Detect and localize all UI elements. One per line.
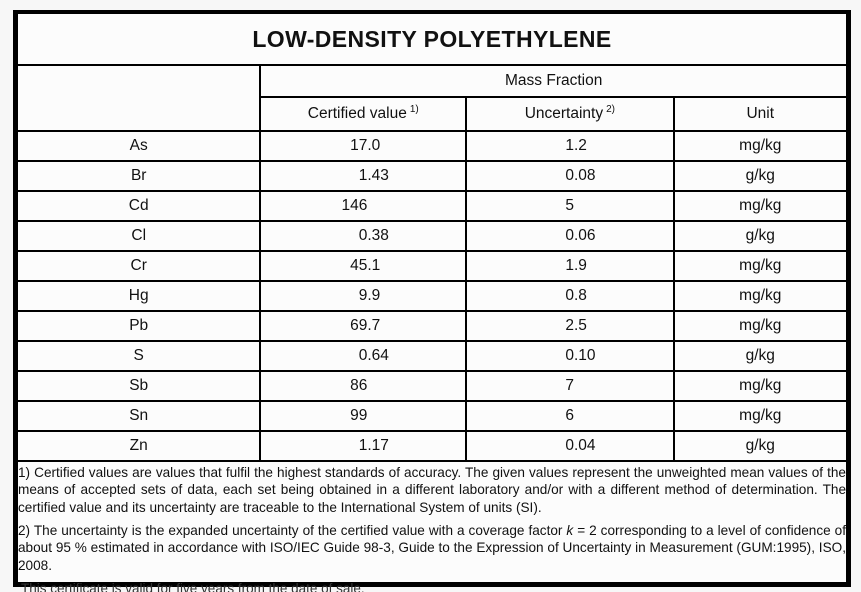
title-row: LOW-DENSITY POLYETHYLENE [14, 11, 850, 66]
certified-value-cell: 86 [259, 370, 468, 402]
element-cell: Cd [14, 190, 262, 222]
column-header-certified-value: Certified value 1) [259, 96, 468, 132]
certified-value-cell: 69.7 [259, 310, 468, 342]
element-cell: Cr [14, 250, 262, 282]
table-row: Pb 69.7 2.5 mg/kg [14, 310, 850, 342]
certified-value-cell: 9.9 [259, 280, 468, 312]
uncertainty-label: Uncertainty [524, 105, 604, 123]
element-cell: Br [14, 160, 262, 192]
uncertainty-cell: 1.9 [465, 250, 675, 282]
unit-cell: mg/kg [672, 400, 850, 432]
unit-label: Unit [746, 105, 775, 122]
element-cell: Sn [14, 400, 262, 432]
footnote-2-text-cont: = 2 corresponding to a level of confiden… [18, 523, 846, 573]
table-row: Cl 0.38 0.06 g/kg [14, 220, 850, 252]
certified-value-label: Certified value [307, 105, 407, 123]
table-row: Br 1.43 0.08 g/kg [14, 160, 850, 192]
certified-value-cell: 146 [259, 190, 468, 222]
certified-value-cell: 99 [259, 400, 468, 432]
uncertainty-cell: 0.06 [465, 220, 675, 252]
table-row: Cd 146 5 mg/kg [14, 190, 850, 222]
mass-fraction-header: Mass Fraction [259, 64, 850, 98]
footnote-ref-1: 1) [409, 104, 419, 116]
column-header-unit: Unit [672, 96, 850, 132]
column-header-uncertainty: Uncertainty 2) [465, 96, 675, 132]
table-row: Cr 45.1 1.9 mg/kg [14, 250, 850, 282]
footnotes-row: 1) Certified values are values that fulf… [14, 460, 850, 586]
footnote-1: 1) Certified values are values that fulf… [18, 465, 846, 515]
column-header-row: Certified value 1) Uncertainty 2) Unit [16, 96, 850, 132]
footnote-ref-2: 2) [606, 104, 615, 116]
uncertainty-cell: 7 [465, 370, 675, 402]
element-cell: Zn [14, 430, 262, 462]
certificate-table: LOW-DENSITY POLYETHYLENE Mass Fraction C… [13, 10, 851, 587]
unit-cell: mg/kg [672, 130, 850, 162]
certified-value-cell: 0.38 [259, 220, 468, 252]
group-header-row: Mass Fraction [14, 64, 850, 132]
element-cell: Cl [14, 220, 262, 252]
table-row: S 0.64 0.10 g/kg [14, 340, 850, 372]
uncertainty-cell: 0.04 [465, 430, 675, 462]
element-cell: As [14, 130, 262, 162]
table-row: Zn 1.17 0.04 g/kg [14, 430, 850, 462]
footnote-2-text: 2) The uncertainty is the expanded uncer… [18, 523, 567, 538]
certificate-title: LOW-DENSITY POLYETHYLENE [14, 11, 850, 66]
unit-cell: g/kg [672, 340, 850, 372]
uncertainty-cell: 2.5 [465, 310, 675, 342]
element-cell: Hg [14, 280, 262, 312]
certified-value-cell: 17.0 [259, 130, 468, 162]
unit-cell: mg/kg [672, 310, 850, 342]
below-table-clipped-text: This certificate is valid for five years… [21, 581, 365, 592]
certified-value-cell: 45.1 [259, 250, 468, 282]
table-row: Sb 86 7 mg/kg [14, 370, 850, 402]
unit-cell: g/kg [672, 220, 850, 252]
element-cell: Sb [14, 370, 262, 402]
uncertainty-cell: 5 [465, 190, 675, 222]
element-cell: S [14, 340, 262, 372]
element-cell: Pb [14, 310, 262, 342]
coverage-factor-k: k [566, 523, 574, 538]
unit-cell: mg/kg [672, 370, 850, 402]
footnote-2: 2) The uncertainty is the expanded uncer… [18, 522, 846, 574]
certified-value-cell: 0.64 [259, 340, 468, 372]
unit-cell: mg/kg [672, 190, 850, 222]
certified-value-cell: 1.43 [259, 160, 468, 192]
unit-cell: g/kg [672, 160, 850, 192]
element-column-header-empty [14, 64, 262, 132]
uncertainty-cell: 0.08 [465, 160, 675, 192]
certified-value-cell: 1.17 [259, 430, 468, 462]
table-row: Sn 99 6 mg/kg [14, 400, 850, 432]
table-row: As 17.0 1.2 mg/kg [14, 130, 850, 162]
uncertainty-cell: 1.2 [465, 130, 675, 162]
table-row: Hg 9.9 0.8 mg/kg [14, 280, 850, 312]
unit-cell: mg/kg [672, 280, 850, 312]
uncertainty-cell: 0.10 [465, 340, 675, 372]
uncertainty-cell: 0.8 [465, 280, 675, 312]
unit-cell: mg/kg [672, 250, 850, 282]
unit-cell: g/kg [672, 430, 850, 462]
uncertainty-cell: 6 [465, 400, 675, 432]
footnotes-cell: 1) Certified values are values that fulf… [14, 460, 850, 586]
